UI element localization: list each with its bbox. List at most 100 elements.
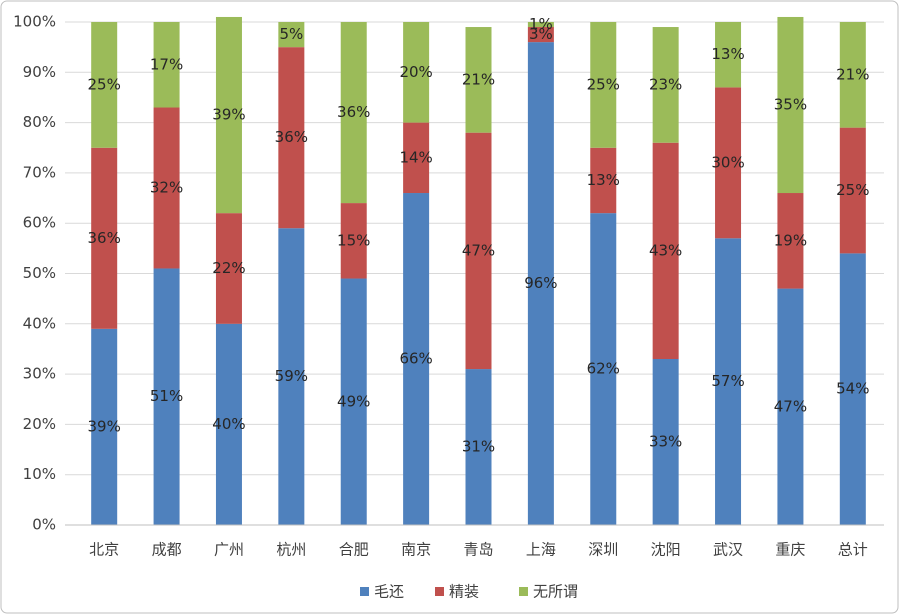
value-label: 43% bbox=[649, 241, 682, 259]
value-label: 47% bbox=[774, 397, 807, 415]
value-label: 31% bbox=[462, 438, 495, 456]
bar-segment bbox=[215, 213, 242, 324]
value-label: 22% bbox=[212, 259, 245, 277]
y-tick-label: 60% bbox=[23, 214, 56, 232]
bar-segment bbox=[91, 22, 118, 148]
bar-segment bbox=[403, 22, 430, 123]
value-label: 33% bbox=[649, 433, 682, 451]
value-label: 21% bbox=[462, 70, 495, 88]
bar-segment bbox=[278, 228, 305, 526]
y-tick-label: 100% bbox=[13, 13, 56, 31]
bar-segment bbox=[652, 359, 679, 525]
value-label: 40% bbox=[212, 415, 245, 433]
bar-segment bbox=[715, 87, 742, 239]
x-tick-label: 沈阳 bbox=[651, 541, 681, 559]
x-tick-label: 北京 bbox=[89, 541, 119, 559]
value-label: 3% bbox=[529, 25, 553, 43]
value-label: 35% bbox=[774, 95, 807, 113]
y-tick-label: 40% bbox=[23, 314, 56, 332]
value-label: 36% bbox=[88, 229, 121, 247]
x-tick-label: 重庆 bbox=[775, 541, 805, 559]
value-label: 36% bbox=[275, 128, 308, 146]
value-label: 20% bbox=[399, 63, 432, 81]
bar-segment bbox=[153, 268, 180, 525]
y-tick-label: 70% bbox=[23, 163, 56, 181]
x-tick-label: 深圳 bbox=[588, 541, 618, 559]
value-label: 15% bbox=[337, 231, 370, 249]
x-tick-label: 成都 bbox=[152, 541, 182, 559]
value-label: 57% bbox=[711, 372, 744, 390]
value-label: 96% bbox=[524, 274, 557, 292]
bar-segment bbox=[652, 142, 679, 360]
legend-swatch bbox=[435, 587, 444, 596]
value-label: 39% bbox=[212, 106, 245, 124]
legend-label: 精装 bbox=[449, 583, 479, 601]
bar-segment bbox=[527, 22, 554, 28]
value-label: 5% bbox=[279, 25, 303, 43]
bar-segment bbox=[153, 107, 180, 269]
x-tick-label: 总计 bbox=[838, 541, 868, 559]
value-label: 49% bbox=[337, 392, 370, 410]
value-label: 47% bbox=[462, 241, 495, 259]
value-label: 14% bbox=[399, 148, 432, 166]
bar-segment bbox=[215, 323, 242, 525]
x-tick-label: 合肥 bbox=[339, 541, 369, 559]
x-tick-label: 上海 bbox=[526, 541, 556, 559]
value-label: 21% bbox=[836, 65, 869, 83]
value-label: 13% bbox=[711, 45, 744, 63]
x-tick-label: 武汉 bbox=[713, 541, 743, 559]
bar-segment bbox=[91, 328, 118, 525]
bar-segment bbox=[590, 147, 617, 214]
bar-segment bbox=[839, 253, 866, 525]
y-tick-label: 50% bbox=[23, 264, 56, 282]
y-tick-label: 10% bbox=[23, 465, 56, 483]
value-label: 25% bbox=[836, 181, 869, 199]
value-label: 36% bbox=[337, 103, 370, 121]
bar-segment bbox=[278, 47, 305, 229]
bar-segment bbox=[777, 193, 804, 289]
legend-label: 无所谓 bbox=[533, 583, 578, 601]
bar-segment bbox=[839, 22, 866, 128]
bar-segment bbox=[403, 193, 430, 525]
value-label: 62% bbox=[587, 360, 620, 378]
bar-segment bbox=[527, 42, 554, 526]
bar-segment bbox=[91, 147, 118, 329]
legend-swatch bbox=[360, 587, 369, 596]
y-tick-label: 0% bbox=[32, 516, 56, 534]
y-tick-label: 30% bbox=[23, 365, 56, 383]
bar-segment bbox=[278, 22, 305, 48]
value-label: 59% bbox=[275, 367, 308, 385]
bar-segment bbox=[715, 22, 742, 88]
bar-segment bbox=[652, 27, 679, 143]
value-label: 1% bbox=[529, 15, 553, 33]
bar-segment bbox=[777, 16, 804, 194]
bar-segment bbox=[465, 27, 492, 133]
bar-segment bbox=[527, 27, 554, 43]
bar-segment bbox=[340, 203, 367, 279]
value-label: 25% bbox=[88, 75, 121, 93]
y-tick-label: 90% bbox=[23, 63, 56, 81]
bar-segment bbox=[403, 122, 430, 194]
bar-segment bbox=[590, 22, 617, 148]
legend-label: 毛还 bbox=[374, 583, 404, 601]
bar-segment bbox=[777, 288, 804, 525]
value-label: 25% bbox=[587, 75, 620, 93]
x-tick-label: 南京 bbox=[401, 541, 431, 559]
value-label: 30% bbox=[711, 153, 744, 171]
bar-segment bbox=[715, 238, 742, 526]
bar-segment bbox=[590, 213, 617, 525]
value-label: 51% bbox=[150, 387, 183, 405]
bar-segment bbox=[153, 22, 180, 108]
legend-swatch bbox=[519, 587, 528, 596]
x-tick-label: 杭州 bbox=[276, 541, 306, 559]
value-label: 19% bbox=[774, 231, 807, 249]
value-label: 39% bbox=[88, 417, 121, 435]
x-tick-label: 青岛 bbox=[463, 541, 493, 559]
bar-segment bbox=[839, 127, 866, 254]
y-tick-label: 20% bbox=[23, 415, 56, 433]
value-label: 66% bbox=[399, 350, 432, 368]
bar-segment bbox=[465, 369, 492, 525]
bar-segment bbox=[340, 22, 367, 204]
value-label: 13% bbox=[587, 171, 620, 189]
